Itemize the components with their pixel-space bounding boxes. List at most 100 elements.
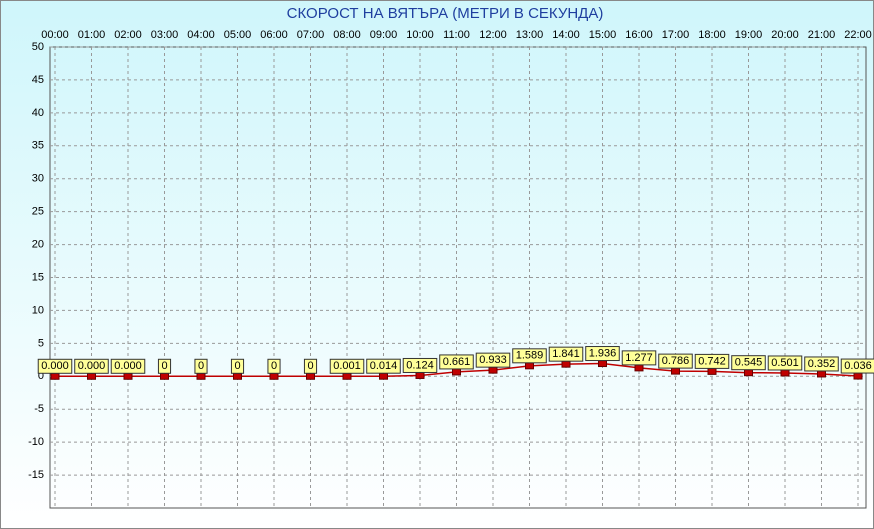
point-marker: [488, 366, 498, 374]
point-marker: [452, 368, 461, 376]
x-tick-label: 01:00: [78, 29, 106, 41]
x-tick-label: 13:00: [516, 29, 544, 41]
point-marker: [50, 372, 60, 380]
value-label: 1.589: [516, 350, 544, 362]
value-label-box: [402, 357, 438, 373]
value-label: 0: [161, 360, 167, 372]
x-tick-label: 10:00: [406, 29, 434, 41]
x-tick-label: 09:00: [370, 29, 398, 41]
point-marker: [780, 369, 790, 377]
point-marker: [306, 372, 315, 380]
value-label: 0: [198, 360, 204, 372]
point-marker: [671, 367, 680, 375]
point-marker: [196, 372, 206, 380]
value-label: 0: [271, 360, 277, 372]
x-tick-label: 17:00: [662, 29, 690, 41]
value-label-box: [585, 346, 620, 362]
x-tick-label: 22:00: [844, 29, 872, 41]
y-tick-label: 5: [38, 337, 44, 349]
value-label: 1.277: [625, 352, 653, 364]
x-tick-label: 04:00: [187, 29, 215, 41]
value-label-box: [731, 355, 766, 371]
point-marker: [598, 360, 607, 368]
chart-title: СКОРОСТ НА ВЯТЪРА (МЕТРИ В СЕКУНДА): [287, 5, 604, 22]
value-label: 1.936: [589, 347, 617, 359]
x-tick-label: 05:00: [224, 29, 252, 41]
point-marker: [160, 372, 169, 380]
value-label: 0: [234, 360, 240, 372]
y-tick-label: 30: [32, 173, 44, 185]
x-tick-label: 19:00: [735, 29, 763, 41]
x-tick-label: 18:00: [698, 29, 726, 41]
value-label-box: [157, 358, 172, 374]
point-marker: [634, 364, 644, 372]
x-tick-label: 16:00: [625, 29, 653, 41]
value-label: 0.124: [406, 359, 434, 371]
value-label-box: [548, 346, 584, 362]
point-marker: [853, 372, 863, 380]
value-label-box: [512, 348, 547, 364]
value-label: 0: [307, 360, 313, 372]
point-marker: [415, 371, 425, 379]
x-tick-label: 07:00: [297, 29, 325, 41]
point-marker: [744, 369, 753, 377]
y-tick-label: 20: [32, 238, 44, 250]
value-label-box: [110, 358, 146, 374]
point-marker: [269, 372, 279, 380]
value-label: 0.014: [370, 360, 398, 372]
y-tick-label: 0: [38, 370, 44, 382]
point-marker: [561, 360, 571, 368]
point-marker: [525, 362, 534, 370]
x-tick-label: 02:00: [114, 29, 142, 41]
value-label: 1.841: [552, 348, 580, 360]
value-label-box: [74, 358, 109, 374]
value-label-box: [366, 358, 401, 374]
x-tick-label: 06:00: [260, 29, 288, 41]
value-label: 0.036: [844, 360, 872, 372]
value-label-box: [658, 353, 693, 369]
value-label-box: [767, 355, 803, 371]
value-label-box: [439, 354, 474, 370]
y-tick-label: 35: [32, 140, 44, 152]
value-label-box: [329, 358, 365, 374]
point-marker: [817, 370, 826, 378]
y-tick-label: 40: [32, 107, 44, 119]
value-label: 0.001: [333, 360, 361, 372]
value-label: 0.661: [443, 356, 471, 368]
x-tick-label: 03:00: [151, 29, 179, 41]
value-label-box: [194, 358, 208, 374]
x-tick-label: 20:00: [771, 29, 799, 41]
value-label: 0.742: [698, 355, 726, 367]
x-tick-label: 08:00: [333, 29, 361, 41]
value-label-box: [475, 352, 511, 368]
y-tick-label: 15: [32, 271, 44, 283]
value-label: 0.000: [41, 360, 69, 372]
value-label-box: [621, 350, 657, 366]
value-label: 0.786: [662, 355, 690, 367]
point-marker: [379, 372, 388, 380]
point-marker: [123, 372, 133, 380]
value-label-box: [804, 356, 839, 372]
value-label: 0.000: [78, 360, 106, 372]
value-label-box: [840, 358, 874, 374]
y-tick-label: 45: [32, 74, 44, 86]
value-label-box: [37, 358, 73, 374]
value-label: 0.352: [808, 358, 836, 370]
value-label-box: [303, 358, 318, 374]
y-tick-label: -10: [28, 436, 44, 448]
value-label: 0.545: [735, 357, 763, 369]
value-label-box: [267, 358, 281, 374]
y-tick-label: -15: [28, 469, 44, 481]
value-label: 0.933: [479, 354, 507, 366]
x-tick-label: 12:00: [479, 29, 507, 41]
y-tick-label: 25: [32, 206, 44, 218]
value-label: 0.501: [771, 357, 799, 369]
y-tick-label: -5: [34, 403, 44, 415]
point-marker: [87, 372, 96, 380]
x-tick-label: 11:00: [443, 29, 470, 41]
x-tick-label: 21:00: [808, 29, 836, 41]
x-tick-label: 15:00: [589, 29, 617, 41]
value-label-box: [694, 353, 730, 369]
